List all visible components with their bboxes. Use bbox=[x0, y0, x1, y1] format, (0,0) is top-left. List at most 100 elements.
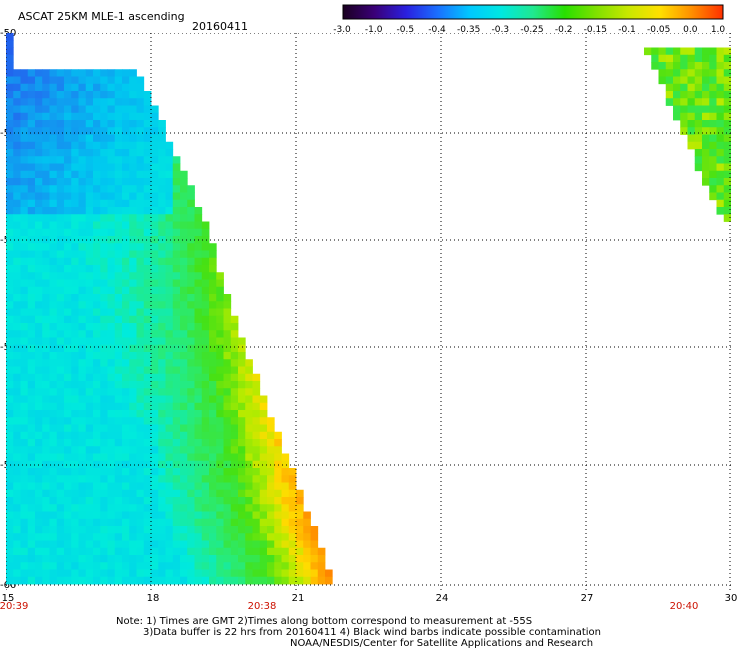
data-cell bbox=[136, 98, 145, 106]
data-cell bbox=[180, 330, 188, 338]
data-cell bbox=[201, 555, 210, 563]
data-cell bbox=[49, 381, 58, 389]
data-cell bbox=[64, 185, 72, 193]
data-cell bbox=[172, 547, 181, 556]
data-cell bbox=[56, 257, 65, 266]
data-cell bbox=[187, 221, 195, 230]
data-cell bbox=[56, 192, 65, 201]
data-cell bbox=[6, 257, 14, 266]
data-cell bbox=[702, 98, 710, 106]
data-cell bbox=[230, 344, 239, 353]
data-cell bbox=[165, 359, 174, 367]
data-cell bbox=[49, 402, 58, 411]
data-cell bbox=[201, 562, 210, 570]
data-cell bbox=[129, 518, 137, 527]
data-cell bbox=[6, 69, 14, 77]
data-cell bbox=[27, 185, 36, 193]
data-cell bbox=[78, 352, 87, 360]
data-cell bbox=[129, 460, 137, 469]
data-cell bbox=[27, 402, 36, 411]
data-cell bbox=[694, 156, 703, 164]
data-cell bbox=[209, 250, 217, 259]
data-cell bbox=[13, 178, 21, 186]
data-cell bbox=[158, 257, 166, 266]
data-cell bbox=[42, 105, 50, 114]
data-cell bbox=[209, 315, 217, 324]
data-cell bbox=[114, 388, 123, 396]
data-cell bbox=[216, 453, 224, 462]
data-cell bbox=[201, 359, 210, 367]
data-cell bbox=[85, 149, 94, 157]
data-cell bbox=[6, 149, 14, 157]
data-cell bbox=[6, 214, 14, 222]
data-cell bbox=[274, 547, 282, 556]
data-cell bbox=[230, 511, 239, 520]
data-cell bbox=[143, 482, 152, 491]
data-cell bbox=[223, 381, 232, 389]
data-cell bbox=[716, 163, 725, 172]
data-cell bbox=[209, 395, 217, 404]
data-cell bbox=[64, 294, 72, 302]
data-cell bbox=[673, 54, 681, 63]
data-cell bbox=[194, 373, 203, 382]
data-cell bbox=[143, 489, 152, 498]
data-cell bbox=[143, 562, 152, 570]
data-cell bbox=[56, 315, 65, 324]
data-cell bbox=[129, 236, 137, 244]
data-cell bbox=[172, 511, 181, 520]
data-cell bbox=[223, 395, 232, 404]
data-cell bbox=[136, 569, 145, 578]
data-cell bbox=[158, 308, 166, 317]
data-cell bbox=[100, 366, 108, 375]
data-cell bbox=[180, 417, 188, 425]
data-cell bbox=[267, 547, 275, 556]
data-cell bbox=[56, 359, 65, 367]
data-cell bbox=[13, 149, 21, 157]
data-cell bbox=[151, 178, 159, 186]
data-cell bbox=[107, 228, 116, 237]
data-cell bbox=[27, 279, 36, 288]
data-cell bbox=[100, 112, 108, 121]
data-cell bbox=[158, 185, 166, 193]
data-cell bbox=[49, 576, 58, 585]
data-cell bbox=[49, 446, 58, 454]
data-cell bbox=[78, 91, 87, 99]
data-cell bbox=[35, 228, 43, 237]
data-cell bbox=[93, 373, 101, 382]
data-cell bbox=[114, 439, 123, 447]
data-cell bbox=[209, 402, 217, 411]
data-cell bbox=[158, 265, 166, 273]
data-cell bbox=[122, 555, 130, 563]
data-cell bbox=[158, 199, 166, 208]
data-cell bbox=[13, 265, 21, 273]
data-cell bbox=[129, 286, 137, 295]
data-cell bbox=[136, 265, 145, 273]
data-cell bbox=[13, 569, 21, 578]
data-cell bbox=[136, 127, 145, 135]
data-cell bbox=[100, 250, 108, 259]
data-cell bbox=[49, 243, 58, 251]
data-cell bbox=[694, 149, 703, 157]
data-cell bbox=[230, 489, 239, 498]
data-cell bbox=[64, 431, 72, 440]
data-cell bbox=[694, 54, 703, 63]
data-cell bbox=[93, 431, 101, 440]
data-cell bbox=[71, 373, 79, 382]
data-cell bbox=[35, 410, 43, 418]
data-cell bbox=[223, 446, 232, 454]
data-cell bbox=[252, 540, 261, 549]
data-cell bbox=[252, 533, 261, 541]
data-cell bbox=[35, 547, 43, 556]
data-cell bbox=[6, 504, 14, 512]
data-cell bbox=[274, 511, 282, 520]
data-cell bbox=[27, 214, 36, 222]
data-cell bbox=[151, 366, 159, 375]
data-cell bbox=[165, 257, 174, 266]
data-cell bbox=[56, 511, 65, 520]
data-cell bbox=[151, 265, 159, 273]
data-cell bbox=[209, 547, 217, 556]
data-cell bbox=[158, 497, 166, 505]
data-cell bbox=[20, 446, 29, 454]
data-cell bbox=[49, 272, 58, 280]
data-cell bbox=[6, 40, 14, 48]
